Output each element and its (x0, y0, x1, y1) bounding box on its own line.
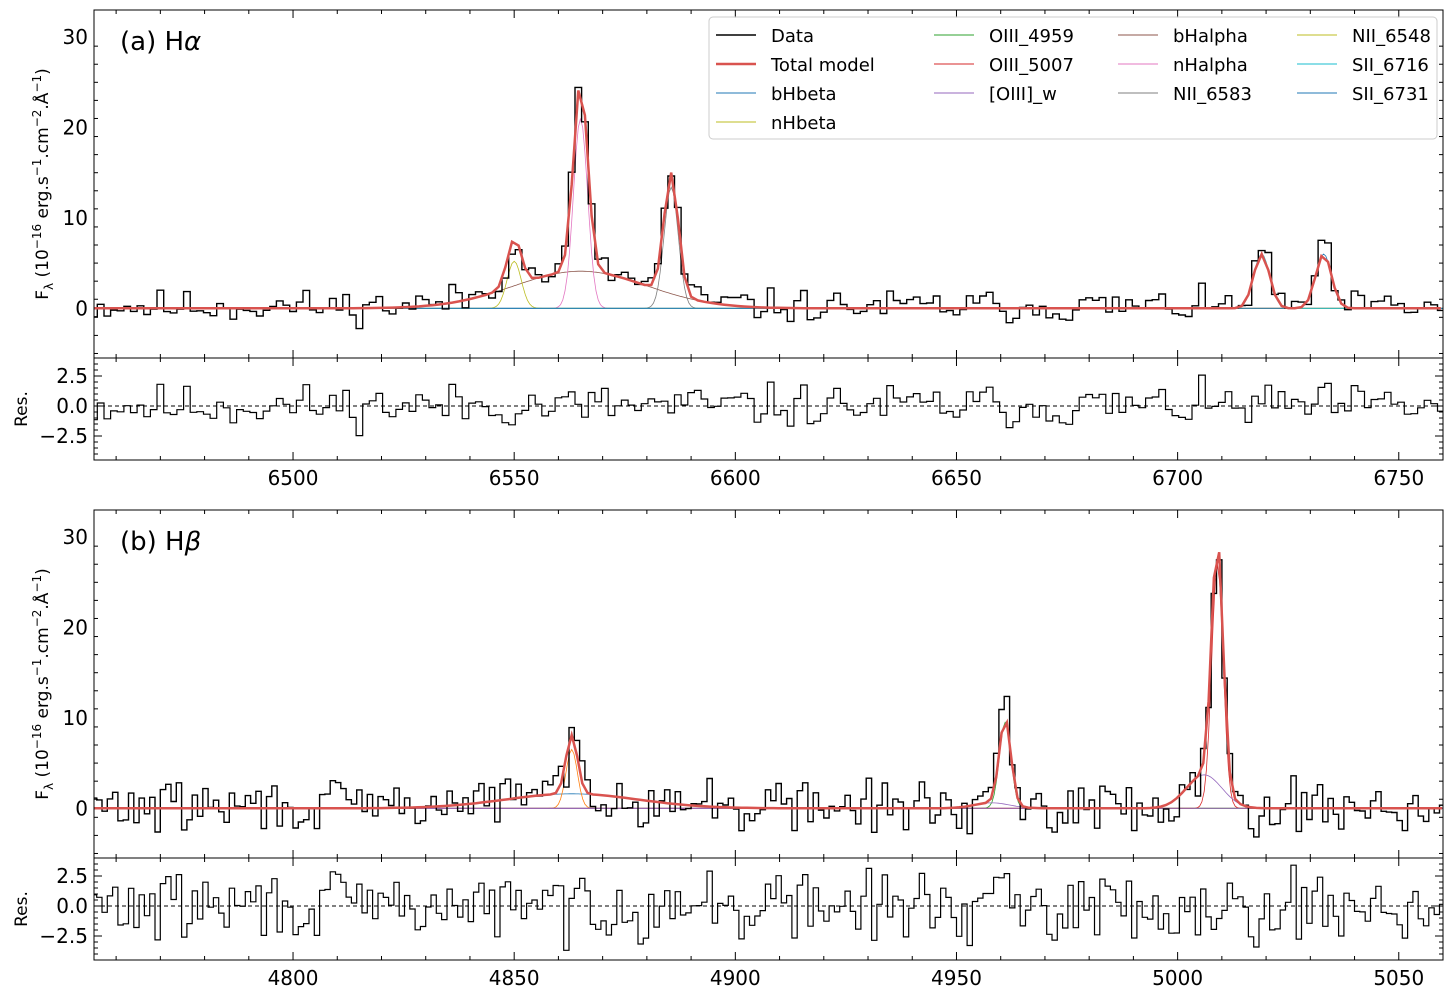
x-tick-label: 6700 (1152, 466, 1203, 490)
legend-label: [OIII]_w (989, 84, 1057, 105)
panel-b-hbeta: 4800 4850 4900 4950 5000 5050 0 10 20 30 −2.5 0.0 2.… (12, 509, 1444, 990)
panel-title: (a) Hα (120, 27, 201, 57)
y-tick-label: 10 (63, 206, 88, 230)
x-tick-label: 4800 (268, 966, 319, 990)
y-tick-label: 30 (63, 25, 88, 49)
legend-label: bHalpha (1173, 26, 1248, 47)
legend-label: SII_6731 (1352, 84, 1429, 105)
y-axis-label: Fλ (10−16 erg.s−1.cm−2.Å−1) (30, 568, 56, 800)
x-tick-label: 6550 (489, 466, 540, 490)
residual-axis-label: Res. (12, 891, 32, 927)
legend-label: NII_6583 (1173, 84, 1252, 105)
panel-a-halpha: 6500 6550 6600 6650 6700 6750 0 10 20 30 −2.5 0.0 2.… (12, 9, 1444, 490)
legend-label: Total model (770, 55, 875, 76)
x-tick-label: 4900 (710, 966, 761, 990)
residual-tick-label: 2.5 (56, 364, 88, 388)
x-tick-label: 4850 (489, 966, 540, 990)
component-nhbeta (94, 748, 1443, 809)
x-tick-label: 6600 (710, 466, 761, 490)
legend-label: NII_6548 (1352, 26, 1431, 47)
component-nhalpha (94, 118, 1443, 309)
legend-label: nHbeta (771, 113, 837, 134)
x-tick-label: 5050 (1373, 966, 1424, 990)
x-tick-label: 6650 (931, 466, 982, 490)
y-tick-label: 10 (63, 706, 88, 730)
x-tick-label: 5000 (1152, 966, 1203, 990)
component-oiii-5007 (94, 564, 1443, 809)
model-components (94, 564, 1443, 809)
legend-label: OIII_4959 (989, 26, 1074, 47)
y-tick-label: 20 (63, 116, 88, 140)
x-tick-label: 6500 (268, 466, 319, 490)
residual-tick-label: −2.5 (39, 424, 88, 448)
data-spectrum (94, 86, 1443, 330)
component-nii-6583 (94, 186, 1443, 309)
x-tick-label: 6750 (1373, 466, 1424, 490)
y-tick-label: 0 (75, 296, 88, 320)
y-axis-label: Fλ (10−16 erg.s−1.cm−2.Å−1) (30, 68, 56, 300)
total-model (94, 90, 1441, 310)
component-nii-6548 (94, 260, 1443, 309)
residual-tick-label: 0.0 (56, 894, 88, 918)
residual-axes-frame (93, 357, 1444, 461)
main-axes-frame (93, 509, 1444, 859)
residual-tick-label: −2.5 (39, 924, 88, 948)
total-model (94, 551, 1443, 810)
residual-tick-label: 0.0 (56, 394, 88, 418)
residual-axes-frame (93, 857, 1444, 961)
residual-tick-label: 2.5 (56, 864, 88, 888)
y-tick-label: 0 (75, 796, 88, 820)
y-tick-label: 20 (63, 616, 88, 640)
model-components (94, 118, 1443, 309)
residual-spectrum (94, 864, 1443, 951)
legend-label: OIII_5007 (989, 55, 1074, 76)
y-tick-label: 30 (63, 525, 88, 549)
x-tick-label: 4950 (931, 966, 982, 990)
residual-spectrum (94, 374, 1443, 437)
component-sii-6731 (94, 253, 1443, 309)
legend-label: nHalpha (1173, 55, 1248, 76)
data-spectrum (94, 559, 1443, 838)
panel-title: (b) Hβ (120, 527, 201, 557)
legend-label: Data (771, 26, 814, 47)
residual-axis-label: Res. (12, 391, 32, 427)
legend-label: SII_6716 (1352, 55, 1429, 76)
legend-box (708, 16, 1438, 140)
legend-label: bHbeta (771, 84, 837, 105)
component-sii-6716 (94, 253, 1443, 309)
